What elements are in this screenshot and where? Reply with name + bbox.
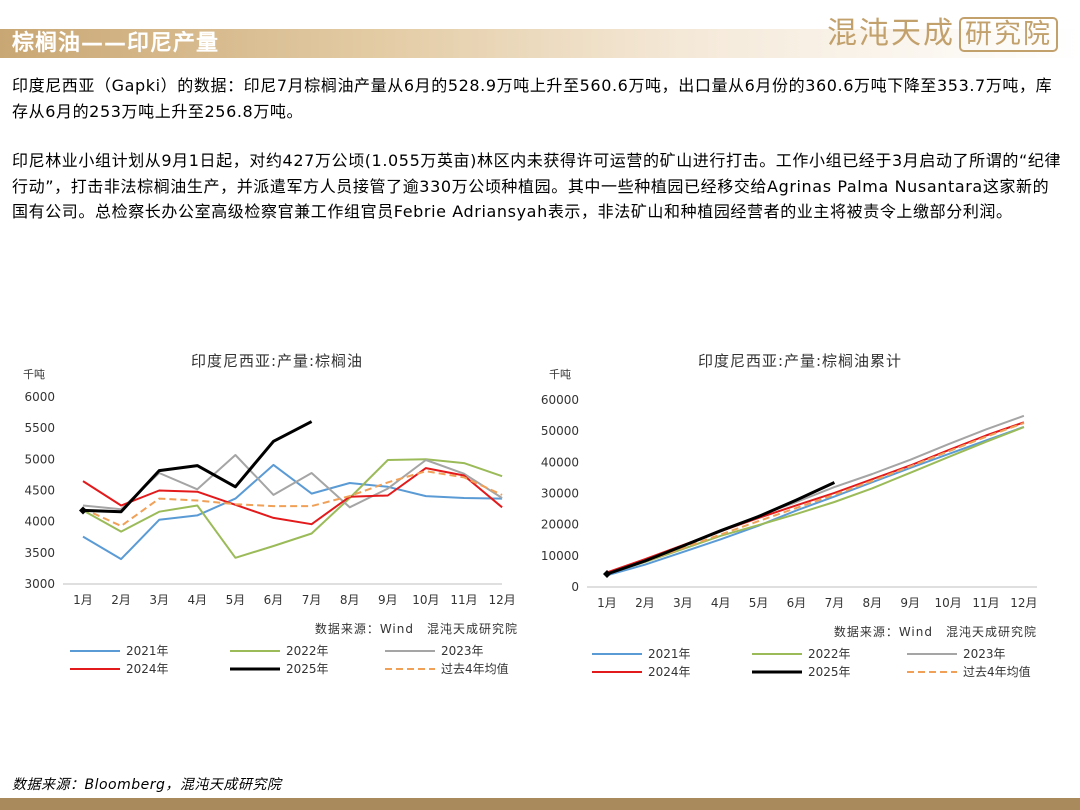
chart2-legend-label: 2024年 xyxy=(648,665,691,679)
chart2-xtick-label: 10月 xyxy=(934,596,961,610)
chart1-legend-label: 2023年 xyxy=(441,644,484,658)
chart2-legend-label: 2023年 xyxy=(963,647,1006,661)
chart1-ytick-label: 4500 xyxy=(24,484,55,498)
header-band xyxy=(0,29,1080,58)
chart1-xtick-label: 11月 xyxy=(450,593,477,607)
chart1-xtick-label: 6月 xyxy=(264,593,284,607)
chart2-legend-label: 2022年 xyxy=(808,647,851,661)
chart2-series-line-2025年 xyxy=(606,481,836,576)
chart1-legend-label: 2024年 xyxy=(126,662,169,676)
footer-band xyxy=(0,798,1080,810)
chart2-xtick-label: 9月 xyxy=(900,596,920,610)
chart1-xtick-label: 1月 xyxy=(73,593,93,607)
chart2-series-start-marker xyxy=(603,569,611,578)
chart1-series-line-2023年 xyxy=(82,454,503,511)
chart2-legend-label: 过去4年均值 xyxy=(963,664,1031,679)
logo-text: 混沌天成 xyxy=(827,16,955,51)
chart1-source-note: 数据来源：Wind 混沌天成研究院 xyxy=(315,621,518,636)
chart2-legend-label: 2021年 xyxy=(648,647,691,661)
chart1-xtick-label: 3月 xyxy=(149,593,169,607)
chart1-series-start-marker xyxy=(79,506,87,515)
chart1-ytick-label: 4000 xyxy=(24,515,55,529)
chart2-xtick-label: 1月 xyxy=(597,596,617,610)
chart2-xtick-label: 4月 xyxy=(711,596,731,610)
chart1-title: 印度尼西亚:产量:棕榈油 xyxy=(191,352,363,370)
chart2-xtick-label: 2月 xyxy=(635,596,655,610)
chart2-xtick-label: 3月 xyxy=(673,596,693,610)
chart2-xtick-label: 8月 xyxy=(862,596,882,610)
chart1-xtick-label: 10月 xyxy=(412,593,439,607)
chart-cumulative-production: 印度尼西亚:产量:棕榈油累计千吨 0 10000 20000 30000 40000 500… xyxy=(540,340,1045,685)
chart2-ytick-label: 60000 xyxy=(541,393,579,407)
chart2-legend-label: 2025年 xyxy=(808,665,851,679)
chart1-ytick-label: 5000 xyxy=(24,452,55,466)
paragraph-forestry-task-force: 印尼林业小组计划从9月1日起，对约427万公顷(1.055万英亩)林区内未获得许… xyxy=(12,151,1062,221)
chart1-series-line-2024年 xyxy=(82,467,503,526)
page-title: 棕榈油——印尼产量 xyxy=(12,31,220,56)
chart2-series-line-2022年 xyxy=(606,426,1025,575)
chart1-ytick-label: 6000 xyxy=(24,390,55,404)
chart1-legend-label: 2021年 xyxy=(126,644,169,658)
chart2-title: 印度尼西亚:产量:棕榈油累计 xyxy=(698,352,902,370)
chart2-xtick-label: 12月 xyxy=(1010,596,1037,610)
chart2-xtick-label: 5月 xyxy=(749,596,769,610)
chart-monthly-production: 印度尼西亚:产量:棕榈油千吨 3000 3500 4000 4500 5000 5500 60… xyxy=(20,340,525,685)
footer-source: 数据来源：Bloomberg，混沌天成研究院 xyxy=(12,777,282,793)
chart1-ytick-label: 3000 xyxy=(24,577,55,591)
chart1-ytick-label: 3500 xyxy=(24,546,55,560)
chart1-series-line-2025年 xyxy=(82,420,313,514)
chart1-xtick-label: 2月 xyxy=(111,593,131,607)
chart2-source-note: 数据来源：Wind 混沌天成研究院 xyxy=(834,624,1037,639)
chart1-legend-label: 2025年 xyxy=(286,662,329,676)
chart2-xtick-label: 6月 xyxy=(787,596,807,610)
logo-boxed-text: 研究院 xyxy=(959,17,1058,52)
chart1-xtick-label: 7月 xyxy=(302,593,322,607)
chart1-ylabel: 千吨 xyxy=(23,368,45,381)
chart2-ytick-label: 30000 xyxy=(541,487,579,501)
chart1-ytick-label: 5500 xyxy=(24,421,55,435)
chart2-xtick-label: 11月 xyxy=(972,596,999,610)
chart1-series-line-2022年 xyxy=(82,458,503,559)
chart1-series-line-过去4年均值 xyxy=(82,470,503,527)
chart2-ylabel: 千吨 xyxy=(549,368,571,381)
chart2-ytick-label: 50000 xyxy=(541,424,579,438)
chart2-ytick-label: 10000 xyxy=(541,549,579,563)
chart1-series-line-2021年 xyxy=(82,463,503,561)
chart2-ytick-label: 0 xyxy=(571,580,579,594)
chart1-legend-label: 2022年 xyxy=(286,644,329,658)
chart1-xtick-label: 12月 xyxy=(488,593,515,607)
chart2-series-line-过去4年均值 xyxy=(606,422,1025,575)
chart2-series-line-2021年 xyxy=(606,425,1025,577)
chart1-xtick-label: 8月 xyxy=(340,593,360,607)
chart2-xtick-label: 7月 xyxy=(825,596,845,610)
chart1-xtick-label: 5月 xyxy=(226,593,246,607)
logo: 混沌天成 研究院 xyxy=(827,14,1058,55)
chart1-xtick-label: 9月 xyxy=(378,593,398,607)
chart1-xtick-label: 4月 xyxy=(187,593,207,607)
chart2-ytick-label: 40000 xyxy=(541,455,579,469)
paragraph-gapki-data: 印度尼西亚（Gapki）的数据：印尼7月棕榈油产量从6月的528.9万吨上升至5… xyxy=(12,76,1053,121)
chart1-legend-label: 过去4年均值 xyxy=(441,661,509,676)
header-bar: 棕榈油——印尼产量 混沌天成 研究院 xyxy=(0,0,1080,62)
chart2-ytick-label: 20000 xyxy=(541,518,579,532)
